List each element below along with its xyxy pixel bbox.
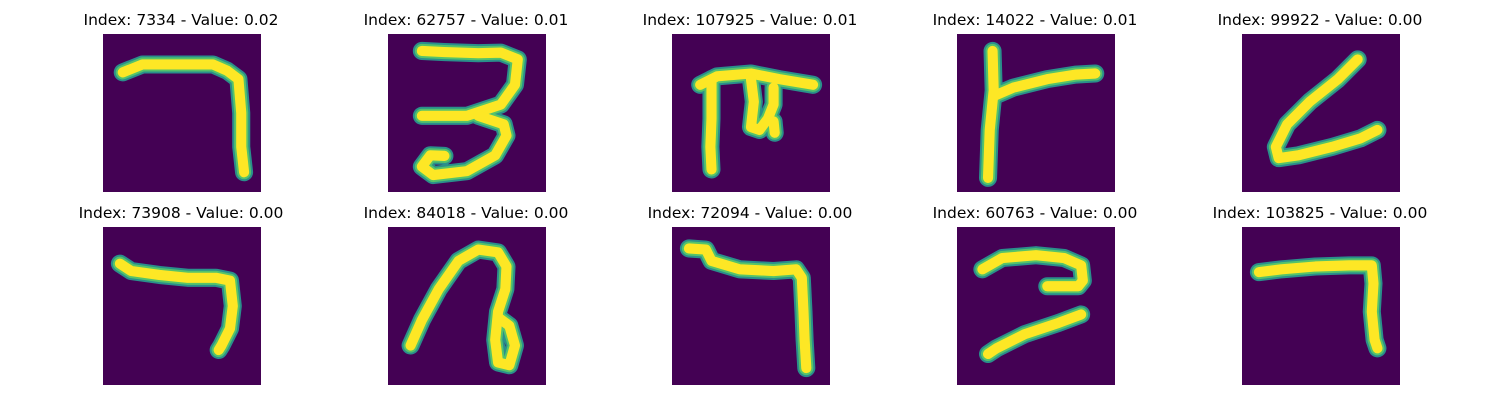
digit-image <box>672 34 830 192</box>
digit-strokes <box>113 55 254 182</box>
digit-stroke <box>982 45 999 183</box>
image-title: Index: 62757 - Value: 0.01 <box>363 11 569 29</box>
digit-strokes <box>110 254 242 360</box>
image-cell: Index: 84018 - Value: 0.00 <box>326 203 606 393</box>
digit-stroke <box>405 244 521 371</box>
digit-image <box>388 34 546 192</box>
digit-image <box>388 227 546 385</box>
digit-stroke <box>683 243 812 374</box>
digit-stroke <box>705 74 717 175</box>
image-title: Index: 14022 - Value: 0.01 <box>932 11 1138 29</box>
digit-stroke <box>117 59 250 178</box>
digit-stroke <box>114 258 238 356</box>
digit-stroke <box>416 110 512 181</box>
image-title: Index: 73908 - Value: 0.00 <box>78 204 284 222</box>
digit-svg <box>103 227 261 385</box>
digit-svg <box>672 34 830 192</box>
digit-svg <box>388 227 546 385</box>
digit-stroke <box>1270 54 1383 164</box>
digit-image <box>672 227 830 385</box>
digit-strokes <box>412 41 527 185</box>
digit-svg <box>1242 227 1400 385</box>
image-cell: Index: 14022 - Value: 0.01 <box>895 10 1175 200</box>
digit-svg <box>1242 34 1400 192</box>
image-title: Index: 99922 - Value: 0.00 <box>1217 11 1423 29</box>
image-cell: Index: 7334 - Value: 0.02 <box>41 10 321 200</box>
image-title: Index: 7334 - Value: 0.02 <box>83 11 279 29</box>
digit-svg <box>957 227 1115 385</box>
digit-stroke <box>745 74 779 136</box>
image-cell: Index: 73908 - Value: 0.00 <box>41 203 321 393</box>
digit-strokes <box>401 240 524 375</box>
digit-image <box>1242 227 1400 385</box>
digit-svg <box>957 34 1115 192</box>
digit-stroke <box>988 68 1101 102</box>
image-cell: Index: 60763 - Value: 0.00 <box>895 203 1175 393</box>
digit-image <box>957 34 1115 192</box>
digit-image <box>103 34 261 192</box>
digit-stroke <box>977 250 1088 292</box>
digit-stroke <box>768 116 780 138</box>
image-title: Index: 60763 - Value: 0.00 <box>932 204 1138 222</box>
digit-image <box>957 227 1115 385</box>
digit-strokes <box>1266 50 1387 168</box>
digit-stroke <box>982 309 1087 360</box>
digit-svg <box>103 34 261 192</box>
digit-image <box>103 227 261 385</box>
image-title: Index: 107925 - Value: 0.01 <box>642 11 858 29</box>
image-cell: Index: 99922 - Value: 0.00 <box>1180 10 1460 200</box>
digit-svg <box>388 34 546 192</box>
digit-strokes <box>1249 256 1387 358</box>
digit-stroke <box>1253 260 1383 354</box>
image-title: Index: 103825 - Value: 0.00 <box>1212 204 1428 222</box>
image-cell: Index: 62757 - Value: 0.01 <box>326 10 606 200</box>
image-cell: Index: 107925 - Value: 0.01 <box>610 10 890 200</box>
image-cell: Index: 72094 - Value: 0.00 <box>610 203 890 393</box>
image-cell: Index: 103825 - Value: 0.00 <box>1180 203 1460 393</box>
digit-image <box>1242 34 1400 192</box>
image-title: Index: 84018 - Value: 0.00 <box>363 204 569 222</box>
image-title: Index: 72094 - Value: 0.00 <box>647 204 853 222</box>
digit-strokes <box>979 41 1105 187</box>
digit-strokes <box>691 64 823 179</box>
digit-strokes <box>973 246 1092 363</box>
image-background <box>1242 34 1400 192</box>
digit-svg <box>672 227 830 385</box>
digit-strokes <box>679 239 816 378</box>
